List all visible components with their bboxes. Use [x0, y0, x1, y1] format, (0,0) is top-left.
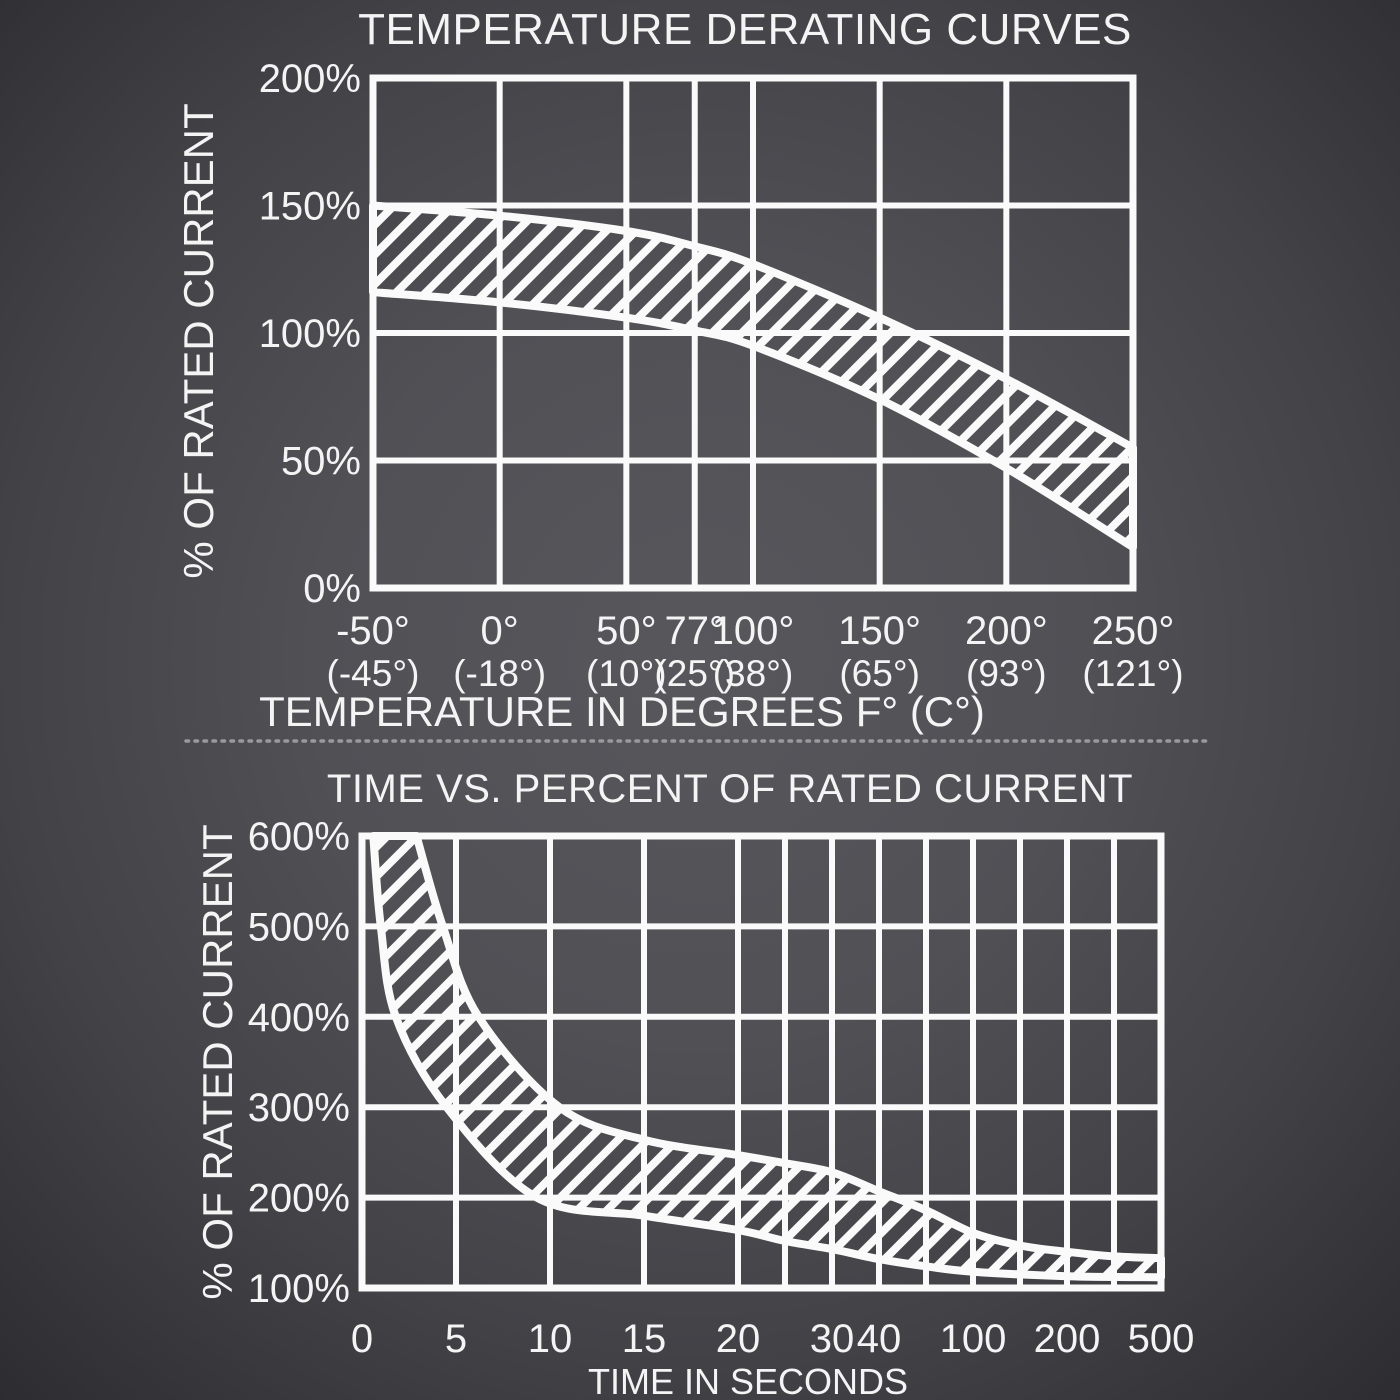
x-tick-label-fahrenheit: -50° — [336, 609, 410, 653]
y-tick-label: 600% — [248, 815, 350, 859]
x-axis-title: TIME IN SECONDS — [588, 1361, 908, 1400]
temperature-derating-chart: TEMPERATURE DERATING CURVES % OF RATED C… — [175, 5, 1184, 735]
x-tick-label-fahrenheit: 250° — [1092, 609, 1175, 653]
plot-border — [369, 74, 1137, 592]
x-tick-label: 100 — [940, 1317, 1007, 1361]
y-tick-label: 500% — [248, 905, 350, 949]
y-tick-labels: 600% 500% 400% 300% 200% 100% — [248, 815, 350, 1311]
x-tick-label: 500 — [1128, 1317, 1195, 1361]
y-tick-label: 200% — [248, 1177, 350, 1221]
y-axis-title: % OF RATED CURRENT — [175, 103, 222, 578]
y-tick-label: 300% — [248, 1086, 350, 1130]
x-tick-label-celsius: (93°) — [966, 653, 1047, 694]
trip-band-area — [369, 832, 1165, 1282]
x-tick-label-fahrenheit: 0° — [481, 609, 519, 653]
y-tick-label: 400% — [248, 996, 350, 1040]
x-tick-label: 15 — [622, 1317, 667, 1361]
x-tick-label: 5 — [445, 1317, 467, 1361]
x-tick-label-fahrenheit: 77° — [664, 609, 725, 653]
y-tick-label: 0% — [303, 567, 361, 611]
x-tick-label: 30 — [810, 1317, 855, 1361]
x-tick-labels: -50°(-45°) 0°(-18°) 50°(10°)77°(25°)100°(3… — [327, 609, 1184, 694]
y-tick-label: 150% — [259, 185, 361, 229]
x-tick-label-fahrenheit: 100° — [712, 609, 795, 653]
x-tick-label-celsius: (-18°) — [453, 653, 546, 694]
x-tick-label-fahrenheit: 200° — [965, 609, 1048, 653]
plot-border — [358, 832, 1165, 1292]
x-tick-label: 20 — [716, 1317, 761, 1361]
x-tick-label: 40 — [857, 1317, 902, 1361]
x-tick-label: 0 — [351, 1317, 373, 1361]
y-tick-labels: 200% 150% 100% 50% 0% — [259, 57, 361, 611]
x-tick-label-celsius: (25°) — [654, 653, 735, 694]
x-tick-label-celsius: (38°) — [713, 653, 794, 694]
x-tick-label-celsius: (10°) — [586, 653, 667, 694]
time-vs-current-chart: TIME VS. PERCENT OF RATED CURRENT % OF R… — [194, 767, 1194, 1400]
y-axis-title: % OF RATED CURRENT — [194, 824, 241, 1299]
x-tick-label-fahrenheit: 150° — [838, 609, 921, 653]
x-tick-label-celsius: (65°) — [839, 653, 920, 694]
chart-title: TEMPERATURE DERATING CURVES — [358, 5, 1132, 54]
x-tick-label-fahrenheit: 50° — [596, 609, 657, 653]
x-tick-label: 10 — [528, 1317, 573, 1361]
chart-title: TIME VS. PERCENT OF RATED CURRENT — [327, 767, 1133, 811]
y-tick-label: 100% — [259, 312, 361, 356]
x-tick-labels: 0 5 10 15 20 30 40 100 200 500 — [351, 1317, 1195, 1361]
y-tick-label: 50% — [281, 440, 361, 484]
y-tick-label: 100% — [248, 1267, 350, 1311]
gridlines — [370, 75, 1136, 591]
y-tick-label: 200% — [259, 57, 361, 101]
x-tick-label: 200 — [1034, 1317, 1101, 1361]
x-tick-label-celsius: (-45°) — [327, 653, 420, 694]
x-tick-label-celsius: (121°) — [1082, 653, 1183, 694]
x-axis-title: TEMPERATURE IN DEGREES F° (C°) — [259, 688, 985, 735]
